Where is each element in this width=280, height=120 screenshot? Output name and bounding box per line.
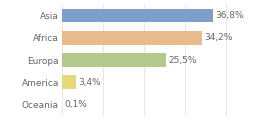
Bar xyxy=(62,9,213,22)
Bar xyxy=(62,31,202,45)
Text: 25,5%: 25,5% xyxy=(169,56,197,65)
Text: 3,4%: 3,4% xyxy=(78,78,101,87)
Text: 0,1%: 0,1% xyxy=(64,100,87,109)
Bar xyxy=(62,53,166,67)
Text: 34,2%: 34,2% xyxy=(204,33,233,42)
Text: 36,8%: 36,8% xyxy=(215,11,244,20)
Bar xyxy=(62,75,76,89)
